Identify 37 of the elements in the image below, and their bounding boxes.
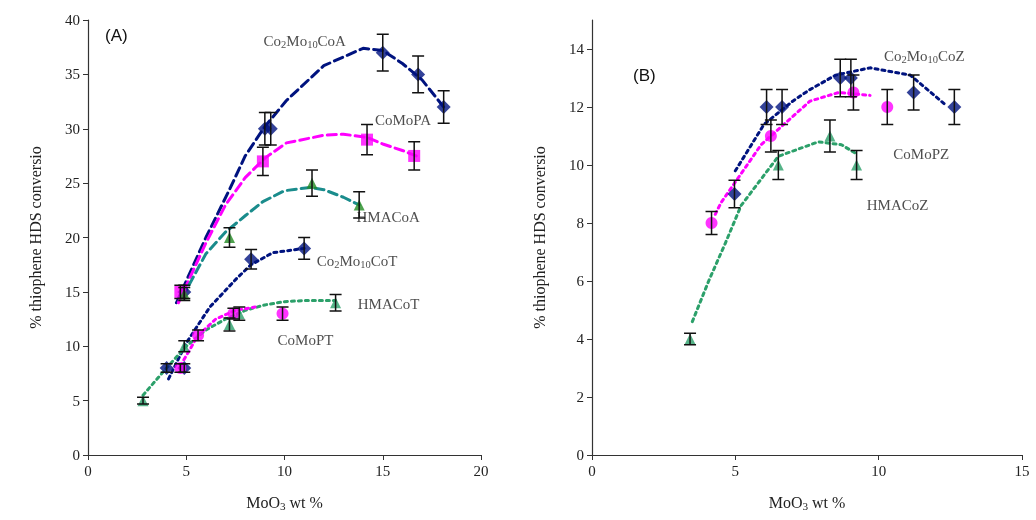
series-label: HMACoA <box>356 208 421 225</box>
y-axis-title: % thiophene HDS conversio <box>530 146 549 329</box>
y-tick-label: 30 <box>65 120 80 137</box>
y-tick-label: 5 <box>72 392 80 409</box>
y-tick-label: 0 <box>576 447 584 463</box>
x-tick-label: 10 <box>871 462 887 479</box>
y-tick-label: 14 <box>569 41 585 57</box>
y-tick-label: 25 <box>65 175 80 192</box>
x-tick-label: 5 <box>731 462 740 479</box>
y-tick-label: 15 <box>65 283 80 300</box>
y-tick-label: 8 <box>576 215 584 231</box>
y-axis-title: % thiophene HDS conversio <box>26 146 45 329</box>
y-tick-label: 10 <box>65 338 80 355</box>
series-label: CoMoPT <box>277 331 334 348</box>
y-tick-label: 6 <box>576 273 585 289</box>
text: (B) <box>633 66 656 85</box>
x-tick-label: 0 <box>84 462 92 479</box>
x-tick-label: 10 <box>277 462 292 479</box>
text: CoMoPZ <box>893 146 950 162</box>
y-tick-label: 40 <box>65 12 80 28</box>
x-tick-label: 5 <box>182 462 190 479</box>
series-label: HMACoT <box>357 295 420 312</box>
x-tick-label: 15 <box>375 462 391 479</box>
line-series <box>733 66 947 173</box>
y-tick-label: 0 <box>72 447 80 463</box>
y-tick-label: 10 <box>569 157 584 173</box>
x-tick-label: 0 <box>588 462 596 479</box>
series-label: HMACoZ <box>866 197 929 213</box>
y-tick-label: 35 <box>65 66 80 83</box>
y-tick-label: 2 <box>576 389 584 405</box>
chart-title: (A) <box>105 26 128 45</box>
y-tick-label: 4 <box>576 331 585 347</box>
series-label: CoMoPA <box>374 111 432 128</box>
x-tick-label: 15 <box>1014 462 1030 479</box>
y-tick-label: 12 <box>569 99 584 115</box>
y-tick-label: 20 <box>65 229 80 246</box>
x-tick-label: 20 <box>473 462 489 479</box>
